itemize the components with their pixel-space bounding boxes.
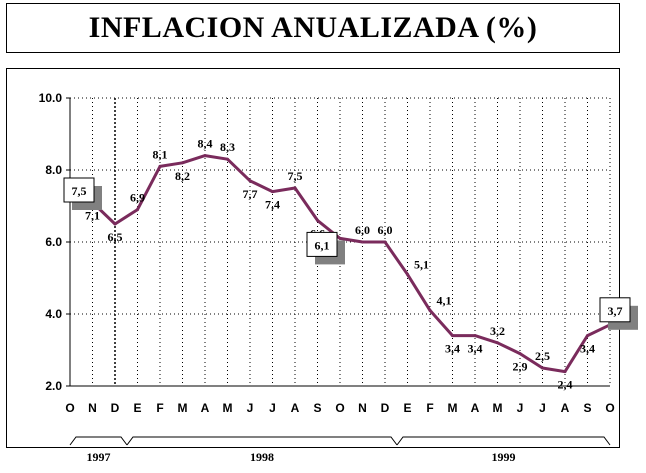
data-point bbox=[496, 341, 499, 345]
data-label: 4,1 bbox=[437, 293, 452, 307]
data-point bbox=[248, 179, 252, 183]
y-tick-label: 2.0 bbox=[45, 379, 62, 393]
data-label: 2,5 bbox=[535, 349, 550, 363]
data-label: 8,1 bbox=[153, 147, 168, 161]
x-tick-label: J bbox=[539, 401, 546, 415]
x-tick-label: N bbox=[88, 401, 97, 415]
data-point bbox=[203, 154, 207, 158]
data-label: 8,3 bbox=[220, 140, 235, 154]
x-tick-label: A bbox=[291, 401, 300, 415]
boxed-data-label: 6,1 bbox=[315, 238, 330, 252]
data-label: 2,9 bbox=[513, 360, 528, 374]
x-tick-label: O bbox=[605, 401, 614, 415]
data-label: 3,2 bbox=[490, 324, 505, 338]
data-label: 6,5 bbox=[108, 230, 123, 244]
data-point bbox=[518, 352, 522, 356]
x-tick-label: D bbox=[381, 401, 390, 415]
data-label: 8,4 bbox=[198, 137, 213, 151]
data-point bbox=[293, 186, 297, 190]
y-tick-label: 8.0 bbox=[45, 163, 62, 177]
x-tick-label: O bbox=[65, 401, 74, 415]
data-point bbox=[473, 334, 477, 338]
x-tick-label: J bbox=[517, 401, 524, 415]
x-tick-label: A bbox=[561, 401, 570, 415]
data-point bbox=[428, 308, 432, 312]
data-point bbox=[406, 272, 409, 276]
data-point bbox=[451, 334, 454, 338]
data-label: 7,7 bbox=[243, 187, 258, 201]
year-bracket bbox=[69, 436, 128, 446]
x-tick-label: O bbox=[335, 401, 344, 415]
x-tick-label: E bbox=[403, 401, 411, 415]
data-label: 5,1 bbox=[414, 257, 429, 271]
x-tick-label: A bbox=[471, 401, 480, 415]
x-tick-label: M bbox=[223, 401, 233, 415]
x-tick-label: M bbox=[178, 401, 188, 415]
x-tick-label: F bbox=[156, 401, 163, 415]
chart-title: INFLACION ANUALIZADA (%) bbox=[88, 11, 538, 44]
data-point bbox=[181, 161, 184, 165]
data-point bbox=[563, 370, 567, 374]
data-label: 7,1 bbox=[85, 208, 100, 222]
boxed-data-label: 3,7 bbox=[608, 304, 623, 318]
x-tick-label: A bbox=[201, 401, 210, 415]
year-bracket bbox=[396, 436, 611, 446]
data-label: 7,4 bbox=[265, 198, 280, 212]
data-point bbox=[383, 240, 387, 244]
y-tick-label: 4.0 bbox=[45, 307, 62, 321]
label-box bbox=[599, 297, 631, 323]
data-point bbox=[338, 236, 342, 240]
year-bracket bbox=[126, 436, 398, 446]
x-tick-label: M bbox=[448, 401, 458, 415]
label-box bbox=[306, 231, 338, 257]
data-point bbox=[586, 334, 589, 338]
data-point bbox=[271, 190, 274, 194]
data-point bbox=[316, 218, 319, 222]
data-point bbox=[158, 164, 162, 168]
data-point bbox=[136, 208, 139, 212]
data-label: 6,9 bbox=[130, 191, 145, 205]
x-tick-label: N bbox=[358, 401, 367, 415]
data-label: 3,4 bbox=[580, 342, 595, 356]
y-tick-label: 6.0 bbox=[45, 235, 62, 249]
data-point bbox=[361, 240, 364, 244]
y-tick-label: 10.0 bbox=[39, 91, 63, 105]
data-point bbox=[541, 366, 544, 370]
x-tick-label: J bbox=[269, 401, 276, 415]
chart-title-box: INFLACION ANUALIZADA (%) bbox=[6, 3, 620, 53]
data-label: 3,4 bbox=[468, 342, 483, 356]
boxed-data-label: 7,5 bbox=[72, 184, 87, 198]
year-label: 1997 bbox=[87, 450, 111, 464]
x-tick-label: D bbox=[111, 401, 120, 415]
x-tick-label: S bbox=[313, 401, 321, 415]
year-label: 1998 bbox=[250, 450, 274, 464]
data-label: 2,4 bbox=[558, 378, 573, 392]
x-tick-label: J bbox=[247, 401, 254, 415]
data-label: 6,0 bbox=[355, 223, 370, 237]
x-tick-label: S bbox=[583, 401, 591, 415]
x-tick-label: F bbox=[426, 401, 433, 415]
x-tick-label: E bbox=[133, 401, 141, 415]
data-label: 6,0 bbox=[378, 223, 393, 237]
label-box bbox=[63, 177, 95, 203]
x-tick-label: M bbox=[493, 401, 503, 415]
data-label: 3,4 bbox=[445, 342, 460, 356]
data-point bbox=[113, 222, 117, 226]
year-label: 1999 bbox=[492, 450, 516, 464]
chart-frame bbox=[6, 68, 620, 448]
data-label: 8,2 bbox=[175, 169, 190, 183]
data-label: 7,5 bbox=[288, 169, 303, 183]
data-point bbox=[226, 157, 229, 161]
